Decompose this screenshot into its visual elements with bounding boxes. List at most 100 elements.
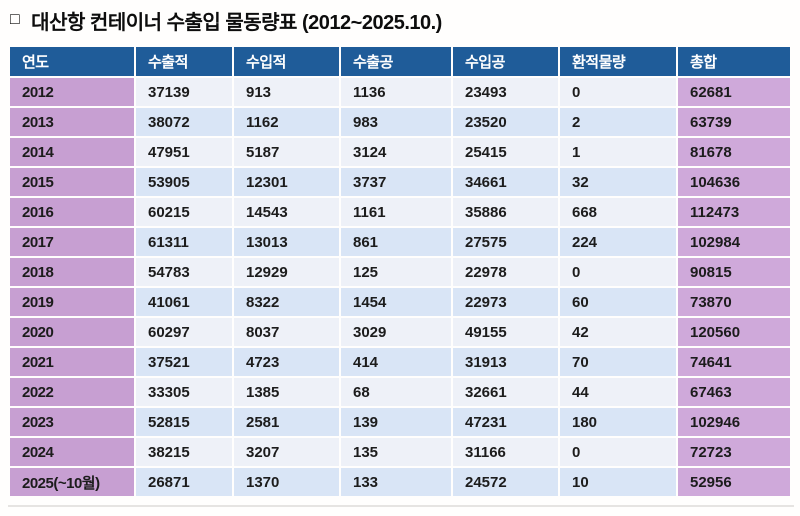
value-cell: 1 <box>560 138 676 166</box>
value-cell: 414 <box>341 348 451 376</box>
value-cell: 0 <box>560 78 676 106</box>
total-cell: 90815 <box>678 258 790 286</box>
value-cell: 32 <box>560 168 676 196</box>
value-cell: 24572 <box>453 468 558 496</box>
total-cell: 63739 <box>678 108 790 136</box>
table-header-row: 연도 수출적 수입적 수출공 수입공 환적물량 총합 <box>10 47 790 76</box>
value-cell: 224 <box>560 228 676 256</box>
total-cell: 81678 <box>678 138 790 166</box>
value-cell: 3737 <box>341 168 451 196</box>
value-cell: 139 <box>341 408 451 436</box>
total-cell: 73870 <box>678 288 790 316</box>
table-row: 2014 47951 5187 3124 25415 1 81678 <box>10 138 790 166</box>
value-cell: 13013 <box>234 228 339 256</box>
table-row: 2021 37521 4723 414 31913 70 74641 <box>10 348 790 376</box>
column-header-4: 수입공 <box>453 47 558 76</box>
value-cell: 861 <box>341 228 451 256</box>
value-cell: 47951 <box>136 138 232 166</box>
value-cell: 5187 <box>234 138 339 166</box>
table-row: 2023 52815 2581 139 47231 180 102946 <box>10 408 790 436</box>
value-cell: 3124 <box>341 138 451 166</box>
year-cell: 2024 <box>10 438 134 466</box>
bottom-divider <box>8 505 794 507</box>
value-cell: 23493 <box>453 78 558 106</box>
table-row: 2012 37139 913 1136 23493 0 62681 <box>10 78 790 106</box>
page-title-text: 대산항 컨테이너 수출입 물동량표 (2012~2025.10.) <box>31 12 442 34</box>
value-cell: 47231 <box>453 408 558 436</box>
value-cell: 12929 <box>234 258 339 286</box>
value-cell: 27575 <box>453 228 558 256</box>
value-cell: 2 <box>560 108 676 136</box>
table-body: 2012 37139 913 1136 23493 0 62681 2013 38072 1162… <box>10 78 790 496</box>
value-cell: 135 <box>341 438 451 466</box>
value-cell: 180 <box>560 408 676 436</box>
value-cell: 60 <box>560 288 676 316</box>
table-row: 2020 60297 8037 3029 49155 42 120560 <box>10 318 790 346</box>
value-cell: 1161 <box>341 198 451 226</box>
value-cell: 668 <box>560 198 676 226</box>
total-cell: 102946 <box>678 408 790 436</box>
table-row: 2015 53905 12301 3737 34661 32 104636 <box>10 168 790 196</box>
value-cell: 37139 <box>136 78 232 106</box>
year-cell: 2020 <box>10 318 134 346</box>
value-cell: 1136 <box>341 78 451 106</box>
page-title: □ 대산항 컨테이너 수출입 물동량표 (2012~2025.10.) <box>10 6 442 35</box>
value-cell: 53905 <box>136 168 232 196</box>
value-cell: 60215 <box>136 198 232 226</box>
total-cell: 104636 <box>678 168 790 196</box>
value-cell: 1454 <box>341 288 451 316</box>
value-cell: 4723 <box>234 348 339 376</box>
table-row: 2024 38215 3207 135 31166 0 72723 <box>10 438 790 466</box>
table-row: 2025(~10월) 26871 1370 133 24572 10 52956 <box>10 468 790 496</box>
value-cell: 68 <box>341 378 451 406</box>
value-cell: 33305 <box>136 378 232 406</box>
table-row: 2018 54783 12929 125 22978 0 90815 <box>10 258 790 286</box>
table-row: 2016 60215 14543 1161 35886 668 112473 <box>10 198 790 226</box>
value-cell: 49155 <box>453 318 558 346</box>
value-cell: 2581 <box>234 408 339 436</box>
value-cell: 31913 <box>453 348 558 376</box>
value-cell: 32661 <box>453 378 558 406</box>
value-cell: 125 <box>341 258 451 286</box>
year-cell: 2021 <box>10 348 134 376</box>
value-cell: 34661 <box>453 168 558 196</box>
total-cell: 74641 <box>678 348 790 376</box>
value-cell: 1370 <box>234 468 339 496</box>
value-cell: 70 <box>560 348 676 376</box>
year-cell: 2014 <box>10 138 134 166</box>
year-cell: 2019 <box>10 288 134 316</box>
value-cell: 38215 <box>136 438 232 466</box>
value-cell: 42 <box>560 318 676 346</box>
year-cell: 2015 <box>10 168 134 196</box>
square-bullet-icon: □ <box>10 10 20 28</box>
year-cell: 2016 <box>10 198 134 226</box>
table-row: 2022 33305 1385 68 32661 44 67463 <box>10 378 790 406</box>
value-cell: 1162 <box>234 108 339 136</box>
value-cell: 0 <box>560 438 676 466</box>
year-cell: 2022 <box>10 378 134 406</box>
value-cell: 12301 <box>234 168 339 196</box>
total-cell: 72723 <box>678 438 790 466</box>
table-row: 2013 38072 1162 983 23520 2 63739 <box>10 108 790 136</box>
total-cell: 102984 <box>678 228 790 256</box>
total-cell: 120560 <box>678 318 790 346</box>
column-header-0: 연도 <box>10 47 134 76</box>
value-cell: 8322 <box>234 288 339 316</box>
value-cell: 25415 <box>453 138 558 166</box>
value-cell: 913 <box>234 78 339 106</box>
value-cell: 0 <box>560 258 676 286</box>
column-header-3: 수출공 <box>341 47 451 76</box>
value-cell: 23520 <box>453 108 558 136</box>
year-cell: 2018 <box>10 258 134 286</box>
column-header-1: 수출적 <box>136 47 232 76</box>
value-cell: 22978 <box>453 258 558 286</box>
value-cell: 14543 <box>234 198 339 226</box>
total-cell: 67463 <box>678 378 790 406</box>
value-cell: 983 <box>341 108 451 136</box>
total-cell: 112473 <box>678 198 790 226</box>
value-cell: 41061 <box>136 288 232 316</box>
value-cell: 60297 <box>136 318 232 346</box>
value-cell: 3029 <box>341 318 451 346</box>
table-row: 2019 41061 8322 1454 22973 60 73870 <box>10 288 790 316</box>
total-cell: 62681 <box>678 78 790 106</box>
